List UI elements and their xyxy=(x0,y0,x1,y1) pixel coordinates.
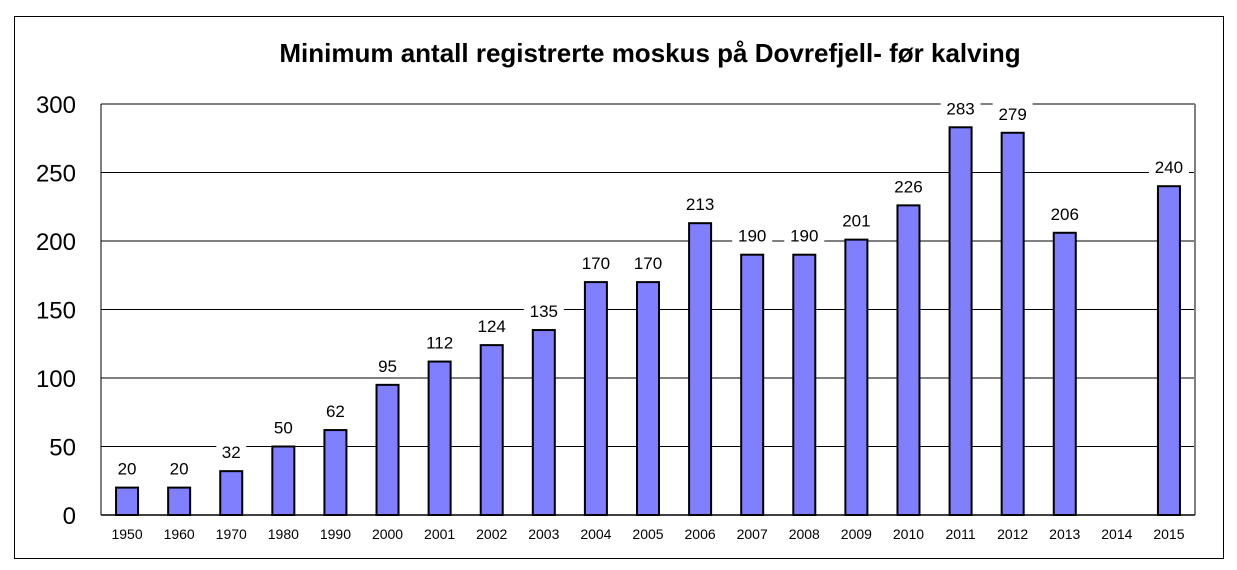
data-label: 190 xyxy=(738,227,766,246)
chart-title: Minimum antall registrerte moskus på Dov… xyxy=(279,38,1021,68)
y-tick-label: 150 xyxy=(36,298,76,325)
bar xyxy=(271,445,296,516)
y-tick-label: 300 xyxy=(36,92,76,119)
x-tick-label: 1990 xyxy=(320,526,351,542)
data-label: 190 xyxy=(790,227,818,246)
bar xyxy=(427,360,452,516)
x-tick-label: 2010 xyxy=(893,526,924,542)
x-tick-label: 2015 xyxy=(1153,526,1184,542)
data-label: 50 xyxy=(274,419,293,438)
x-tick-label: 2011 xyxy=(946,526,976,542)
data-label-background xyxy=(1148,156,1189,179)
bar xyxy=(115,486,140,517)
x-tick-label: 2006 xyxy=(685,526,716,542)
data-label: 32 xyxy=(222,443,241,462)
bar xyxy=(1000,131,1025,517)
y-tick-label: 200 xyxy=(36,229,76,256)
data-label: 206 xyxy=(1051,205,1079,224)
data-label: 279 xyxy=(998,105,1026,124)
x-tick-label: 1980 xyxy=(268,526,299,542)
x-tick-label: 2002 xyxy=(476,526,507,542)
data-label: 124 xyxy=(478,317,506,336)
data-label: 95 xyxy=(378,357,397,376)
data-label-background xyxy=(419,331,460,354)
data-label: 283 xyxy=(946,99,974,118)
bar xyxy=(636,281,660,516)
data-label: 112 xyxy=(426,334,453,353)
data-label: 135 xyxy=(530,302,558,321)
x-tick-label: 2005 xyxy=(632,526,663,542)
x-tick-label: 2008 xyxy=(789,526,820,542)
data-label: 213 xyxy=(686,195,714,214)
data-label-background xyxy=(112,457,143,480)
x-tick-label: 2014 xyxy=(1101,526,1132,542)
data-label-background xyxy=(268,416,299,439)
data-label-background xyxy=(372,354,403,377)
bar xyxy=(167,486,192,517)
data-label: 62 xyxy=(326,402,345,421)
bar xyxy=(323,429,348,516)
bar xyxy=(844,238,869,516)
data-label: 201 xyxy=(842,212,870,231)
x-tick-label: 2003 xyxy=(528,526,559,542)
data-label-background xyxy=(732,224,773,247)
bar xyxy=(896,204,921,516)
x-tick-label: 2009 xyxy=(841,526,872,542)
bar xyxy=(375,383,400,516)
data-label-background xyxy=(836,209,877,232)
bar xyxy=(531,329,556,516)
data-label-background xyxy=(992,102,1033,125)
x-tick-label: 2012 xyxy=(997,526,1028,542)
x-tick-label: 2001 xyxy=(424,526,455,542)
bar xyxy=(740,253,765,516)
x-tick-label: 2004 xyxy=(580,526,611,542)
data-label: 170 xyxy=(634,254,662,273)
y-tick-label: 0 xyxy=(63,503,76,530)
x-tick-label: 1950 xyxy=(111,526,142,542)
data-label: 20 xyxy=(170,460,189,479)
data-label-background xyxy=(888,175,929,198)
data-label-background xyxy=(523,300,564,323)
bar xyxy=(792,253,817,516)
data-label-background xyxy=(940,97,981,120)
data-label-background xyxy=(471,315,512,338)
data-label: 170 xyxy=(582,254,610,273)
data-label: 20 xyxy=(118,460,137,479)
bar xyxy=(479,344,504,516)
bar xyxy=(219,470,244,517)
data-label-background xyxy=(320,400,351,423)
y-tick-label: 250 xyxy=(36,161,76,188)
x-tick-label: 2013 xyxy=(1049,526,1080,542)
bar xyxy=(688,222,713,516)
x-tick-label: 1960 xyxy=(164,526,195,542)
bar xyxy=(1156,185,1181,516)
data-label-background xyxy=(680,193,721,216)
x-tick-label: 2007 xyxy=(737,526,768,542)
data-label-background xyxy=(164,457,195,480)
data-label-background xyxy=(1044,202,1085,225)
x-tick-label: 1970 xyxy=(216,526,247,542)
data-label-background xyxy=(784,224,825,247)
data-label: 226 xyxy=(894,177,922,196)
bar xyxy=(583,281,608,516)
data-label-background xyxy=(575,252,616,275)
y-tick-label: 100 xyxy=(36,366,76,393)
x-tick-label: 2000 xyxy=(372,526,403,542)
data-label-background xyxy=(628,252,668,275)
data-label-background xyxy=(216,441,247,464)
bar xyxy=(948,126,973,516)
bar xyxy=(1052,231,1077,516)
data-label: 240 xyxy=(1155,158,1183,177)
y-tick-label: 50 xyxy=(49,435,76,462)
